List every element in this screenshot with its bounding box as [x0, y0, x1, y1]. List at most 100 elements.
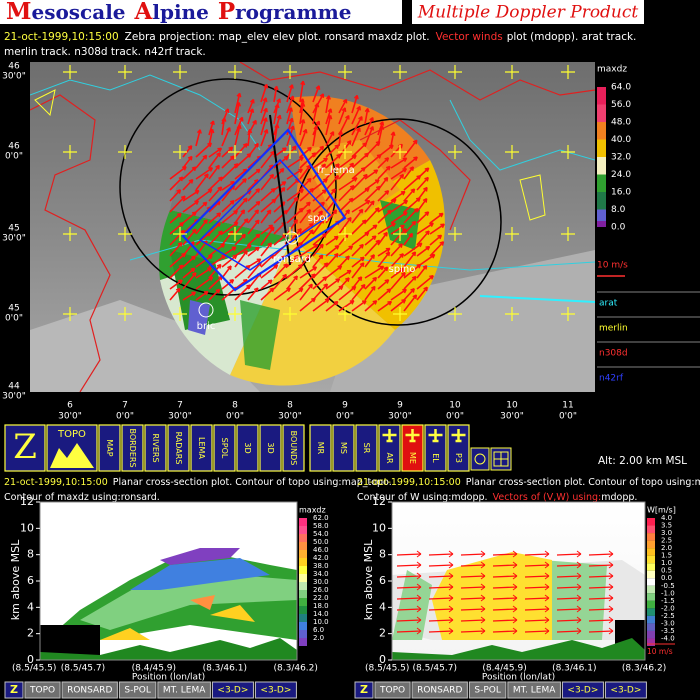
tool-button[interactable] — [282, 424, 305, 472]
wind-vector-head — [345, 209, 350, 214]
y-tick-label: 8 — [27, 548, 34, 561]
wind-vector-head — [385, 165, 391, 171]
bar-button[interactable] — [61, 681, 118, 699]
tool-button-label[interactable]: LEMA — [197, 437, 206, 459]
wind-vector-head — [375, 140, 381, 146]
tool-button-label[interactable]: P3 — [454, 453, 463, 463]
wind-vector — [403, 208, 419, 224]
bar-button-label[interactable]: TOPO — [29, 686, 55, 696]
tool-button-label[interactable]: RADARS — [174, 432, 183, 465]
tool-button-label[interactable]: MAP — [105, 439, 114, 456]
wind-vector-head — [176, 189, 182, 194]
bar-button-label[interactable]: <3-D> — [567, 686, 598, 696]
tool-button[interactable] — [401, 424, 424, 472]
bar-button[interactable] — [468, 681, 507, 699]
tool-button[interactable] — [213, 424, 236, 472]
bar-button[interactable] — [354, 681, 374, 699]
bar-button-label[interactable]: RONSARD — [67, 686, 112, 696]
tool-button[interactable] — [167, 424, 190, 472]
wind-vector — [195, 219, 208, 235]
tool-button[interactable] — [98, 424, 121, 472]
tool-button-label[interactable]: 3D — [266, 442, 275, 453]
wind-vector-head — [288, 117, 294, 123]
bar-button-label[interactable]: S-POL — [474, 686, 501, 696]
tool-button-label[interactable]: MR — [316, 442, 325, 455]
bar-button[interactable] — [4, 681, 24, 699]
bar-button[interactable] — [374, 681, 411, 699]
y-axis-label: km above MSL — [362, 539, 375, 620]
tool-button[interactable] — [236, 424, 259, 472]
bar-button[interactable] — [118, 681, 157, 699]
bar-button-label[interactable]: RONSARD — [417, 686, 462, 696]
wind-vector-head — [242, 197, 248, 203]
tool-button-label[interactable]: 3D — [243, 442, 252, 453]
bar-button[interactable] — [211, 681, 254, 699]
tool-button[interactable] — [4, 424, 46, 472]
wind-vector — [524, 564, 550, 567]
wind-vector — [377, 279, 390, 290]
tool-button[interactable] — [332, 424, 355, 472]
bar-button-label[interactable]: Z — [10, 683, 18, 696]
wind-vector — [273, 287, 291, 301]
tool-button[interactable] — [259, 424, 282, 472]
wind-vector-head — [191, 255, 196, 261]
tool-button-label[interactable]: AR — [385, 452, 394, 463]
wind-vector — [377, 157, 390, 169]
tool-button-label[interactable]: SPOL — [220, 438, 229, 459]
site-label: spino — [389, 264, 416, 275]
tool-button[interactable] — [447, 424, 470, 472]
wind-vector — [260, 188, 276, 202]
bar-button-label[interactable]: MT. LEMA — [163, 686, 206, 696]
tool-button-label[interactable]: Z — [13, 427, 37, 467]
wind-vector — [492, 586, 518, 589]
bar-button-label[interactable]: MT. LEMA — [513, 686, 556, 696]
wind-vector — [403, 188, 416, 202]
bar-button-label[interactable]: Z — [360, 683, 368, 696]
tool-button[interactable] — [378, 424, 401, 472]
grid-cross — [173, 307, 187, 321]
wind-vector-head — [233, 163, 239, 168]
tool-button-label[interactable]: TOPO — [57, 429, 86, 440]
bar-button-label[interactable]: <3-D> — [217, 686, 248, 696]
wind-vector — [286, 125, 295, 147]
y-tick-label: 4 — [27, 600, 34, 613]
wind-vector — [286, 275, 298, 290]
bar-button-label[interactable]: TOPO — [379, 686, 405, 696]
bar-button-label[interactable]: S-POL — [124, 686, 151, 696]
bar-button[interactable] — [254, 681, 297, 699]
tool-button[interactable] — [355, 424, 378, 472]
tool-button-label[interactable]: RIVERS — [151, 433, 160, 462]
bar-button[interactable] — [24, 681, 61, 699]
bar-button[interactable] — [411, 681, 468, 699]
tool-button[interactable] — [424, 424, 447, 472]
wind-vector — [195, 276, 214, 290]
tool-button[interactable] — [470, 447, 490, 471]
tool-button-label[interactable]: ME — [408, 452, 417, 464]
bar-button[interactable] — [157, 681, 211, 699]
tool-button-label[interactable]: BOUNDS — [289, 431, 298, 466]
wind-vector — [260, 279, 273, 290]
tool-button[interactable] — [190, 424, 213, 472]
wind-vector-head — [356, 105, 361, 111]
tool-button-label[interactable]: BORDERS — [128, 428, 137, 467]
wind-vector-head — [409, 166, 415, 171]
bar-button-label[interactable]: <3-D> — [610, 686, 641, 696]
bar-button[interactable] — [604, 681, 647, 699]
lon-label: 30'0" — [278, 412, 302, 422]
tool-button-label[interactable]: EL — [431, 453, 440, 463]
wind-vector — [364, 200, 375, 213]
colorbar-label: 2.0 — [313, 634, 324, 642]
bar-button[interactable] — [561, 681, 604, 699]
bar-button-label[interactable]: <3-D> — [260, 686, 291, 696]
wind-vector — [182, 272, 197, 290]
tool-button[interactable] — [121, 424, 144, 472]
wind-vector-head — [391, 222, 396, 227]
tool-button-label[interactable]: SR — [362, 443, 371, 454]
bar-button[interactable] — [507, 681, 561, 699]
wind-vector-head — [323, 262, 329, 268]
wind-vector — [364, 117, 374, 136]
tool-button[interactable] — [144, 424, 167, 472]
wind-vector — [169, 166, 187, 180]
tool-button-label[interactable]: MS — [339, 442, 348, 454]
tool-button[interactable] — [309, 424, 332, 472]
